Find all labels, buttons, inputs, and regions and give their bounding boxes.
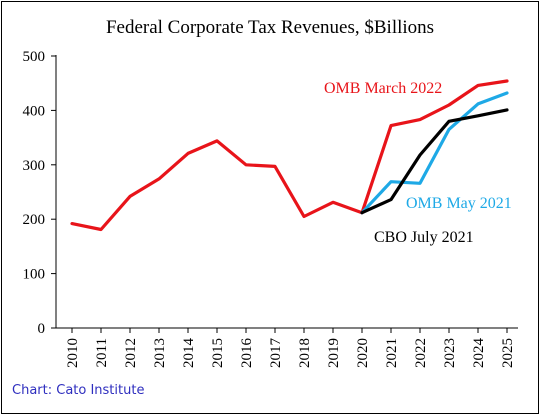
series-line-cbo-july-2021 bbox=[360, 108, 509, 215]
series-line-omb-march-2022 bbox=[70, 79, 509, 232]
series-line-omb-may-2021 bbox=[360, 91, 509, 215]
x-tick-label: 2010 bbox=[65, 338, 81, 368]
x-tick-label: 2013 bbox=[152, 338, 168, 368]
series-label-omb-march-2022: OMB March 2022 bbox=[324, 80, 442, 97]
y-tick-label: 100 bbox=[23, 267, 46, 283]
series-lines bbox=[70, 79, 509, 232]
chart-title: Federal Corporate Tax Revenues, $Billion… bbox=[106, 17, 434, 38]
y-tick-label: 200 bbox=[23, 212, 46, 228]
y-tick-label: 500 bbox=[23, 49, 46, 65]
y-axis: 0 100 200 300 400 500 bbox=[23, 49, 57, 337]
x-tick-label: 2015 bbox=[210, 338, 226, 368]
series-label-omb-may-2021: OMB May 2021 bbox=[406, 195, 512, 212]
x-axis: 2010 2011 2012 2013 2014 2015 2016 2017 2018 2019… bbox=[56, 327, 518, 369]
y-tick-label: 0 bbox=[38, 321, 46, 337]
x-tick-label: 2020 bbox=[355, 338, 371, 368]
x-tick-label: 2023 bbox=[442, 338, 458, 368]
y-tick-label: 300 bbox=[23, 158, 46, 174]
chart-credit: Chart: Cato Institute bbox=[12, 383, 145, 398]
x-tick-label: 2021 bbox=[384, 338, 400, 368]
x-tick-label: 2014 bbox=[181, 338, 197, 369]
x-tick-label: 2025 bbox=[500, 338, 516, 368]
x-tick-label: 2016 bbox=[239, 338, 255, 369]
x-tick-label: 2024 bbox=[471, 338, 487, 369]
series-label-cbo-july-2021: CBO July 2021 bbox=[374, 229, 474, 246]
x-tick-label: 2019 bbox=[326, 338, 342, 368]
x-tick-label: 2018 bbox=[297, 338, 313, 368]
x-tick-label: 2017 bbox=[268, 338, 284, 369]
x-tick-label: 2022 bbox=[413, 338, 429, 368]
x-tick-label: 2012 bbox=[123, 338, 139, 368]
y-tick-label: 400 bbox=[23, 103, 46, 119]
series-labels: OMB March 2022 CBO July 2021 OMB May 2021 bbox=[324, 80, 512, 246]
x-tick-label: 2011 bbox=[94, 338, 110, 367]
